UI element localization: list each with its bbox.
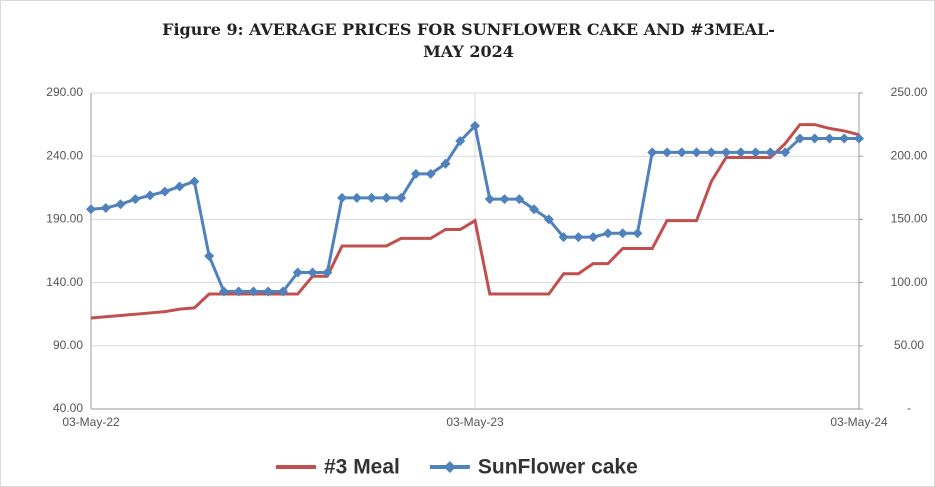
marker (632, 228, 643, 239)
marker (263, 286, 274, 297)
y-tick-label: 90.00 (53, 338, 83, 352)
marker (854, 133, 864, 144)
marker (588, 232, 599, 243)
marker (455, 136, 466, 147)
marker (543, 214, 554, 225)
marker (809, 133, 820, 144)
legend-label: SunFlower cake (478, 456, 638, 479)
y-tick-label: 40.00 (53, 401, 83, 415)
marker (381, 192, 392, 203)
marker (86, 204, 96, 215)
marker (794, 133, 805, 144)
legend-marker (443, 461, 456, 473)
y-tick-label: 240.00 (46, 148, 83, 162)
x-tick-label: 03-May-23 (446, 415, 504, 429)
marker (824, 133, 835, 144)
marker (366, 192, 377, 203)
y2-tick-label: 150.00 (891, 212, 928, 226)
marker (410, 168, 421, 179)
marker (278, 286, 288, 297)
marker (440, 158, 451, 169)
marker (218, 286, 229, 297)
chart-title: Figure 9: AVERAGE PRICES FOR SUNFLOWER C… (162, 20, 775, 61)
marker (573, 232, 584, 243)
marker (337, 192, 348, 203)
marker (602, 228, 613, 239)
marker (499, 194, 510, 205)
marker (130, 194, 141, 205)
marker (292, 267, 303, 278)
marker (396, 192, 407, 203)
y-tick-label: 290.00 (46, 85, 83, 99)
y2-tick-label: 200.00 (891, 148, 928, 162)
y-tick-label: 140.00 (46, 275, 83, 289)
marker (425, 168, 436, 179)
y2-tick-label: 100.00 (891, 275, 928, 289)
marker (647, 147, 658, 158)
y-tick-label: 190.00 (46, 212, 83, 226)
legend-label: #3 Meal (324, 456, 400, 479)
marker (145, 190, 156, 201)
marker (721, 147, 732, 158)
marker (765, 147, 776, 158)
marker (204, 251, 215, 262)
marker (189, 176, 200, 187)
marker (676, 147, 687, 158)
y2-tick-label: 50.00 (894, 338, 924, 352)
marker (780, 147, 791, 158)
marker (159, 186, 170, 197)
marker (307, 267, 318, 278)
marker (735, 147, 746, 158)
x-tick-label: 03-May-22 (62, 415, 120, 429)
marker (351, 192, 362, 203)
marker (691, 147, 702, 158)
marker (839, 133, 850, 144)
marker (233, 286, 244, 297)
marker (662, 147, 672, 158)
marker (617, 228, 628, 239)
marker (174, 181, 185, 192)
marker (558, 232, 569, 243)
marker (529, 204, 540, 215)
marker (322, 267, 333, 278)
marker (706, 147, 717, 158)
marker (484, 194, 495, 205)
marker (248, 286, 259, 297)
marker (470, 120, 480, 131)
series-line (90, 123, 860, 320)
y2-tick-label: - (907, 401, 911, 415)
x-tick-label: 03-May-24 (830, 415, 888, 429)
marker (514, 194, 525, 205)
marker (100, 203, 111, 214)
marker (750, 147, 761, 158)
marker (115, 199, 126, 210)
y2-tick-label: 250.00 (891, 85, 928, 99)
